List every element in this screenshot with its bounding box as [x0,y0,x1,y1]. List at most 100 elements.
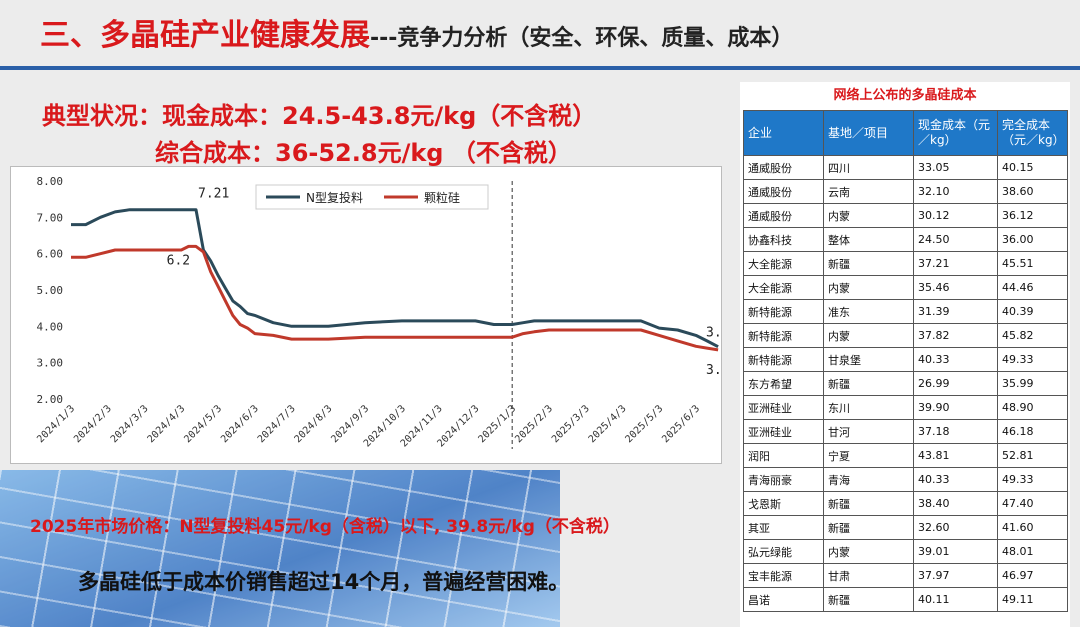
cell-cash-cost: 31.39 [913,299,998,324]
x-tick-label: 2025/2/3 [513,403,555,445]
cell-company: 通威股份 [743,203,824,228]
cell-company: 新特能源 [743,347,824,372]
cell-base: 甘肃 [823,563,914,588]
cost-table-header-row: 企业 基地／项目 现金成本（元／kg） 完全成本（元／kg） [743,110,1068,156]
cell-base: 新疆 [823,587,914,612]
cell-base: 青海 [823,467,914,492]
cell-cash-cost: 40.11 [913,587,998,612]
x-tick-label: 2025/4/3 [587,403,629,445]
cell-total-cost: 46.18 [997,419,1068,444]
table-row: 通威股份 云南 32.10 38.60 [743,179,1068,204]
cell-company: 新特能源 [743,323,824,348]
cell-total-cost: 44.46 [997,275,1068,300]
cell-total-cost: 49.33 [997,347,1068,372]
table-row: 青海丽豪 青海 40.33 49.33 [743,467,1068,492]
headline-total-cost: 综合成本：36-52.8元/kg （不含税） [155,139,572,167]
cell-company: 通威股份 [743,155,824,180]
x-tick-label: 2024/7/3 [256,403,298,445]
cell-cash-cost: 37.82 [913,323,998,348]
cell-total-cost: 40.39 [997,299,1068,324]
cell-cash-cost: 37.21 [913,251,998,276]
cell-total-cost: 47.40 [997,491,1068,516]
cell-cash-cost: 37.18 [913,419,998,444]
y-tick-label: 5.00 [37,284,64,297]
cell-base: 甘河 [823,419,914,444]
cell-company: 新特能源 [743,299,824,324]
cell-total-cost: 48.90 [997,395,1068,420]
x-tick-label: 2024/1/3 [35,403,77,445]
cell-base: 内蒙 [823,539,914,564]
cell-company: 其亚 [743,515,824,540]
cell-company: 东方希望 [743,371,824,396]
x-tick-label: 2024/3/3 [109,403,151,445]
cell-company: 润阳 [743,443,824,468]
headline-cash-cost: 典型状况：现金成本：24.5-43.8元/kg（不含税） [42,102,597,130]
y-tick-label: 4.00 [37,320,64,333]
data-label: 6.2 [167,253,190,268]
cost-table-title: 网络上公布的多晶硅成本 [833,88,977,103]
cell-company: 大全能源 [743,275,824,300]
table-row: 通威股份 四川 33.05 40.15 [743,155,1068,180]
cost-table-panel: 网络上公布的多晶硅成本 企业 基地／项目 现金成本（元／kg） 完全成本（元／k… [740,82,1070,627]
cell-base: 内蒙 [823,275,914,300]
slide-title-main: 三、多晶硅产业健康发展 [40,18,370,53]
series-line-0 [71,208,719,349]
cell-base: 整体 [823,227,914,252]
slide-title: 三、多晶硅产业健康发展 ---竞争力分析（安全、环保、质量、成本） [40,10,793,62]
cell-base: 新疆 [823,251,914,276]
cell-cash-cost: 30.12 [913,203,998,228]
cell-cash-cost: 40.33 [913,467,998,492]
cell-base: 新疆 [823,371,914,396]
conclusion-text: 多晶硅低于成本价销售超过14个月，普遍经营困难。 [78,570,570,594]
cell-company: 弘元绿能 [743,539,824,564]
table-row: 新特能源 甘泉堡 40.33 49.33 [743,347,1068,372]
x-tick-label: 2025/5/3 [624,403,666,445]
table-row: 大全能源 新疆 37.21 45.51 [743,251,1068,276]
cell-total-cost: 46.97 [997,563,1068,588]
cell-cash-cost: 38.40 [913,491,998,516]
cell-company: 协鑫科技 [743,227,824,252]
cell-company: 大全能源 [743,251,824,276]
x-tick-label: 2024/8/3 [293,403,335,445]
cell-cash-cost: 26.99 [913,371,998,396]
cell-total-cost: 41.60 [997,515,1068,540]
cell-total-cost: 36.00 [997,227,1068,252]
cell-base: 新疆 [823,515,914,540]
cell-cash-cost: 32.10 [913,179,998,204]
cell-cash-cost: 24.50 [913,227,998,252]
cost-table: 企业 基地／项目 现金成本（元／kg） 完全成本（元／kg） 通威股份 四川 33.… [743,110,1068,612]
cell-total-cost: 49.11 [997,587,1068,612]
table-row: 昌诺 新疆 40.11 49.11 [743,587,1068,612]
legend-label-1: 颗粒硅 [424,190,460,205]
price-chart: 2.00 3.00 4.00 5.00 6.00 7.00 8.00 2024/1/3 2024… [10,166,738,464]
title-divider [0,66,1080,70]
cell-total-cost: 35.99 [997,371,1068,396]
cell-total-cost: 52.81 [997,443,1068,468]
table-row: 新特能源 准东 31.39 40.39 [743,299,1068,324]
cell-base: 准东 [823,299,914,324]
x-tick-label: 2025/3/3 [550,403,592,445]
x-tick-label: 2025/6/3 [660,403,702,445]
cell-company: 青海丽豪 [743,467,824,492]
x-tick-label: 2024/4/3 [146,403,188,445]
table-row: 其亚 新疆 32.60 41.60 [743,515,1068,540]
table-row: 东方希望 新疆 26.99 35.99 [743,371,1068,396]
y-tick-label: 2.00 [37,393,64,406]
cell-cash-cost: 35.46 [913,275,998,300]
data-label: 3.35 [706,363,721,378]
table-row: 戈恩斯 新疆 38.40 47.40 [743,491,1068,516]
x-tick-label: 2024/6/3 [219,403,261,445]
y-tick-label: 3.00 [37,357,64,370]
cell-company: 宝丰能源 [743,563,824,588]
cell-cash-cost: 39.90 [913,395,998,420]
cell-company: 亚洲硅业 [743,419,824,444]
cell-total-cost: 40.15 [997,155,1068,180]
table-row: 协鑫科技 整体 24.50 36.00 [743,227,1068,252]
cell-total-cost: 48.01 [997,539,1068,564]
cell-cash-cost: 33.05 [913,155,998,180]
y-tick-label: 7.00 [37,211,64,224]
cell-total-cost: 38.60 [997,179,1068,204]
header-total-cost: 完全成本（元／kg） [997,110,1068,156]
price-chart-svg: 2.003.004.005.006.007.008.002024/1/32024… [35,175,737,449]
cell-base: 云南 [823,179,914,204]
